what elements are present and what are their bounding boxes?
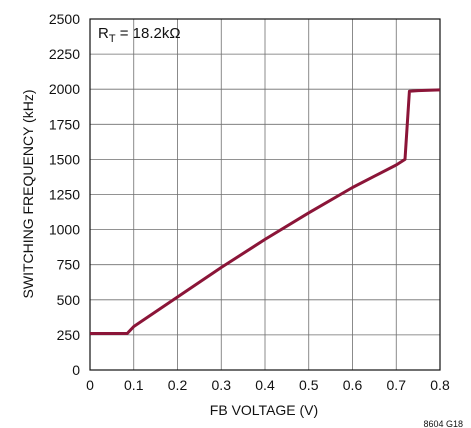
y-tick-label: 1250	[49, 187, 80, 203]
plot-border	[89, 18, 441, 371]
series	[90, 88, 441, 335]
figure-id: 8604 G18	[423, 419, 463, 428]
series-line	[90, 88, 441, 335]
x-tick-label: 0.5	[299, 377, 319, 393]
y-tick-label: 1500	[49, 151, 80, 167]
y-tick-label: 2250	[49, 46, 80, 62]
annotation-main: R	[98, 25, 109, 42]
y-axis-title: SWITCHING FREQUENCY (kHz)	[20, 90, 36, 299]
x-tick-label: 0.3	[212, 377, 232, 393]
grid	[89, 18, 441, 371]
x-tick-label: 0.7	[387, 377, 407, 393]
annotation-rest: = 18.2kΩ	[116, 25, 181, 42]
x-tick-label: 0.8	[430, 377, 450, 393]
x-axis-title: FB VOLTAGE (V)	[210, 402, 318, 418]
y-tick-label: 0	[72, 362, 80, 378]
annotation: RT = 18.2kΩ	[98, 25, 181, 45]
x-tick-label: 0.6	[343, 377, 363, 393]
y-tick-labels: 0 250 500 750 1000 1250 1500 1750 2000 2250 2500	[49, 11, 80, 378]
x-tick-labels: 0 0.1 0.2 0.3 0.4 0.5 0.6 0.7 0.8	[86, 377, 450, 393]
y-tick-label: 250	[57, 327, 81, 343]
plot-frame	[89, 18, 441, 371]
x-tick-label: 0.2	[168, 377, 188, 393]
x-tick-label: 0.4	[255, 377, 275, 393]
x-tick-label: 0.1	[124, 377, 144, 393]
y-tick-label: 2500	[49, 11, 80, 27]
annotation-sub: T	[109, 33, 116, 45]
x-tick-label: 0	[86, 377, 94, 393]
y-tick-label: 2000	[49, 81, 80, 97]
y-tick-label: 1750	[49, 116, 80, 132]
y-tick-label: 750	[57, 257, 81, 273]
y-tick-label: 1000	[49, 222, 80, 238]
y-tick-label: 500	[57, 292, 81, 308]
